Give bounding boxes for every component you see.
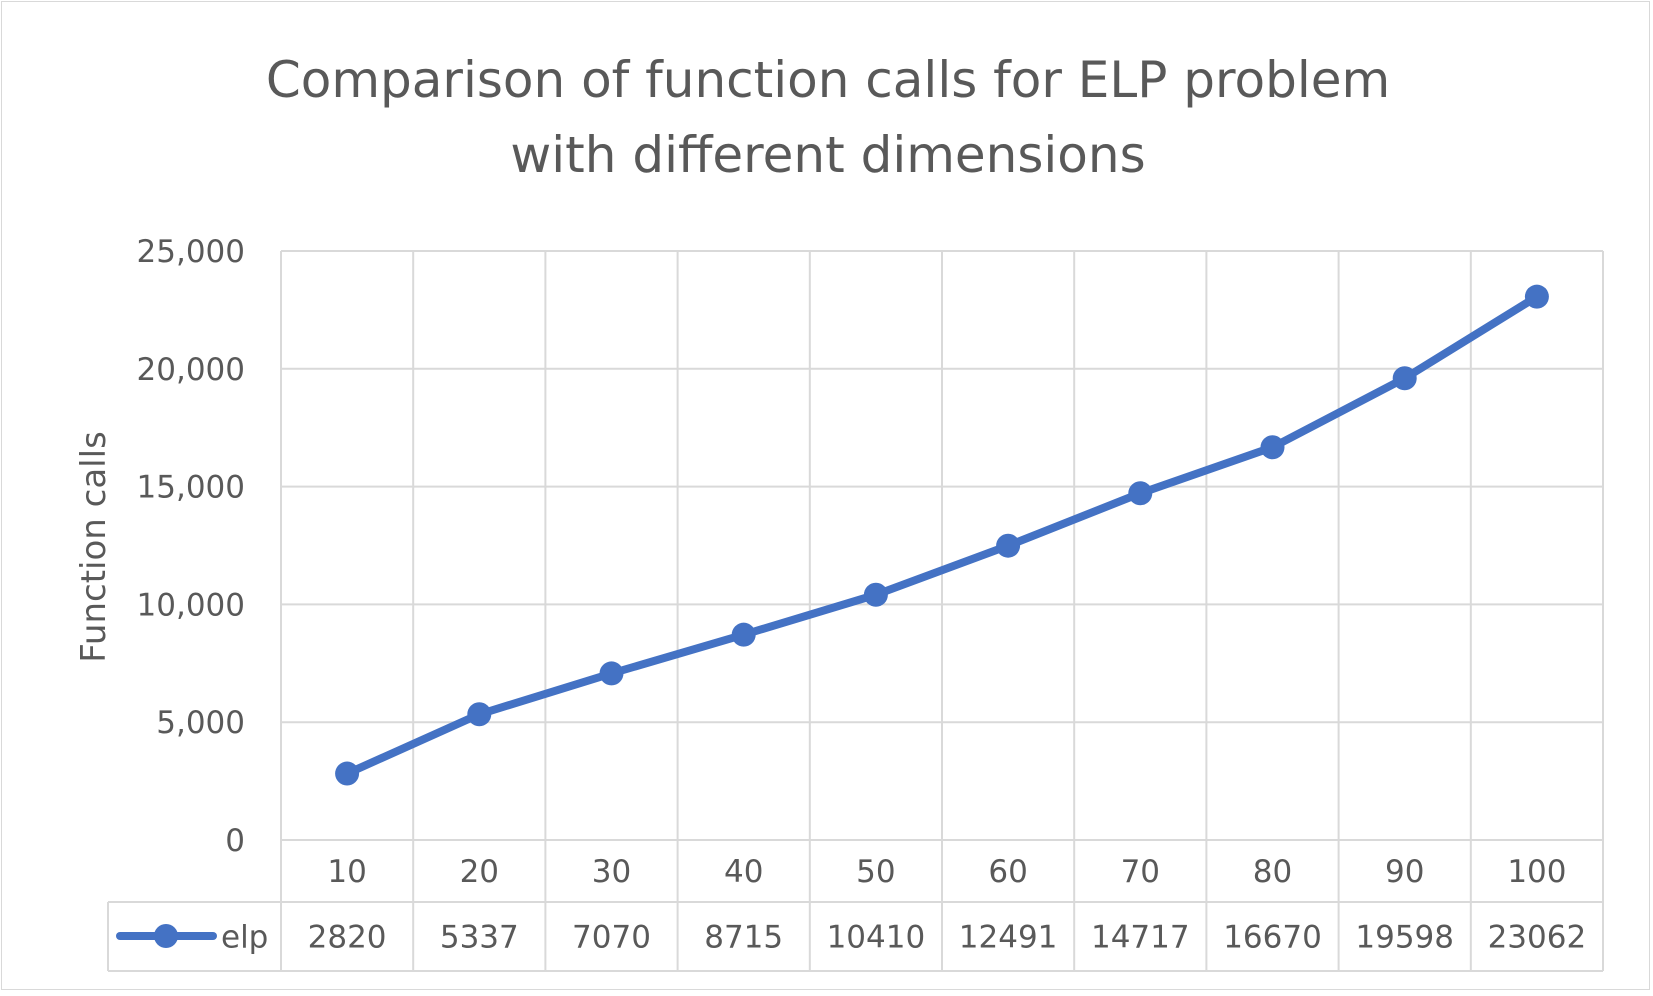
x-tick-label: 100 [1507, 854, 1566, 890]
data-point [1524, 284, 1549, 309]
data-point [731, 622, 756, 647]
chart-title-line-1: Comparison of function calls for ELP pro… [266, 51, 1390, 109]
data-point [863, 582, 888, 607]
x-tick-label: 10 [327, 854, 366, 890]
table-value-cell: 12491 [959, 920, 1058, 956]
table-value-cell: 23062 [1488, 920, 1587, 956]
y-tick-label: 5,000 [156, 705, 245, 741]
series-line-elp [343, 292, 1541, 778]
data-point [1128, 481, 1153, 506]
x-tick-label: 20 [460, 854, 499, 890]
data-point [335, 761, 360, 786]
table-value-cell: 10410 [827, 920, 926, 956]
legend-point-marker [154, 924, 178, 948]
legend-label-elp: elp [221, 920, 268, 956]
table-value-cell: 19598 [1355, 920, 1454, 956]
data-point [599, 661, 624, 686]
data-point [467, 702, 492, 727]
table-value-cell: 2820 [308, 920, 387, 956]
x-tick-label: 50 [856, 854, 895, 890]
table-value-cell: 5337 [440, 920, 519, 956]
y-axis-title: Function calls [74, 431, 114, 663]
table-value-cell: 16670 [1223, 920, 1322, 956]
data-table: elp 2820 5337 7070 8715 10410 12491 14717 16670 1… [107, 901, 1604, 972]
y-tick-label: 20,000 [137, 352, 245, 388]
x-tick-label: 30 [592, 854, 631, 890]
gridlines [280, 250, 1604, 902]
y-tick-label: 25,000 [137, 234, 245, 270]
data-point [1260, 435, 1285, 460]
x-tick-label: 40 [724, 854, 763, 890]
y-tick-label: 0 [225, 823, 245, 859]
table-value-cell: 8715 [704, 920, 783, 956]
data-point [996, 533, 1021, 558]
x-axis-ticks: 10 20 30 40 50 60 70 80 90 100 [327, 854, 1566, 890]
y-axis-ticks: 0 5,000 10,000 15,000 20,000 25,000 [137, 234, 245, 859]
x-tick-label: 60 [988, 854, 1027, 890]
x-tick-label: 90 [1385, 854, 1424, 890]
x-tick-label: 80 [1253, 854, 1292, 890]
x-tick-label: 70 [1121, 854, 1160, 890]
y-tick-label: 10,000 [137, 587, 245, 623]
y-tick-label: 15,000 [137, 470, 245, 506]
data-point [1392, 366, 1417, 391]
table-value-cell: 14717 [1091, 920, 1190, 956]
table-value-cell: 7070 [572, 920, 651, 956]
series-elp [335, 284, 1549, 786]
chart-title-line-2: with different dimensions [510, 126, 1145, 184]
